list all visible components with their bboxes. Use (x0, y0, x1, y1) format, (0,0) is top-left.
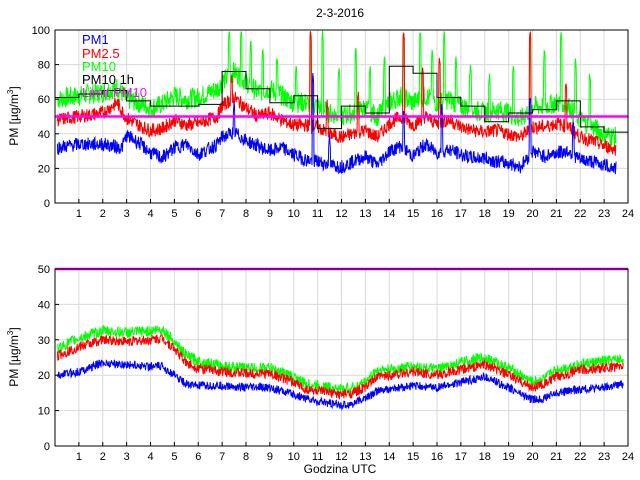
x-tick-label: 17 (455, 451, 467, 463)
top-series (55, 30, 628, 175)
series-pm25 (56, 30, 617, 156)
y-tick-label: 40 (38, 299, 50, 311)
bottom-xlabel: Godzina UTC (304, 462, 377, 476)
x-tick-label: 5 (171, 451, 177, 463)
y-tick-label: 40 (38, 129, 50, 141)
bottom-ylabel-text: PM [µg/m (7, 335, 21, 387)
x-tick-label: 3 (124, 451, 130, 463)
chart-title: 2-3-2016 (316, 6, 364, 20)
y-tick-label: 80 (38, 60, 50, 72)
x-tick-label: 21 (550, 451, 562, 463)
x-tick-label: 12 (335, 208, 347, 220)
legend: PM1 PM2.5 PM10 PM10 1h Limit PM10 (82, 32, 147, 100)
x-tick-label: 4 (147, 451, 153, 463)
legend-pm10-1h: PM10 1h (82, 72, 134, 87)
x-tick-label: 13 (359, 208, 371, 220)
x-tick-label: 11 (312, 208, 323, 220)
x-tick-label: 6 (195, 208, 201, 220)
x-tick-label: 2 (100, 451, 106, 463)
top-ylabel: PM [µg/m3] (6, 86, 21, 145)
bottom-panel: 1 2 3 4 5 6 7 8 9 10 11 12 13 14 15 16 17 18 19 20 21 22 23 240… (6, 264, 634, 476)
top-ylabel-end: ] (7, 86, 21, 89)
x-tick-label: 22 (574, 208, 586, 220)
x-tick-label: 16 (431, 451, 443, 463)
x-tick-label: 6 (195, 451, 201, 463)
series-pm1 (56, 359, 624, 411)
x-tick-label: 10 (288, 208, 300, 220)
x-tick-label: 14 (383, 451, 395, 463)
y-tick-label: 10 (38, 406, 50, 418)
x-tick-label: 7 (219, 208, 225, 220)
x-tick-label: 9 (267, 451, 273, 463)
x-tick-label: 9 (267, 208, 273, 220)
x-tick-label: 23 (598, 208, 610, 220)
y-tick-label: 20 (38, 370, 50, 382)
x-tick-label: 18 (479, 208, 491, 220)
y-tick-label: 50 (38, 264, 50, 276)
x-tick-label: 8 (243, 451, 249, 463)
x-tick-label: 24 (622, 208, 634, 220)
series-pm25 (56, 334, 624, 400)
x-tick-label: 19 (503, 451, 515, 463)
x-tick-label: 15 (407, 208, 419, 220)
x-tick-label: 20 (526, 451, 538, 463)
x-tick-label: 2 (100, 208, 106, 220)
x-tick-label: 21 (550, 208, 562, 220)
top-panel: 1 2 3 4 5 6 7 8 9 10 11 12 13 14 15 16 17 18 19 20 21 22 23 240… (6, 25, 634, 220)
x-tick-label: 22 (574, 451, 586, 463)
x-tick-label: 18 (479, 451, 491, 463)
x-tick-label: 12 (335, 451, 347, 463)
x-tick-label: 5 (171, 208, 177, 220)
x-tick-label: 20 (526, 208, 538, 220)
bottom-ylabel: PM [µg/m3] (6, 327, 21, 386)
y-tick-label: 20 (38, 163, 50, 175)
bottom-grid (55, 268, 629, 447)
x-tick-label: 11 (312, 451, 323, 463)
legend-pm10: PM10 (82, 59, 116, 74)
x-tick-label: 19 (503, 208, 515, 220)
bottom-ticks: 1 2 3 4 5 6 7 8 9 10 11 12 13 14 15 16 17 18 19 20 21 22 23 240… (38, 264, 634, 463)
bottom-ylabel-sup: 3 (6, 330, 15, 335)
legend-pm25: PM2.5 (82, 46, 120, 61)
legend-pm1: PM1 (82, 32, 109, 47)
x-tick-label: 16 (431, 208, 443, 220)
x-tick-label: 23 (598, 451, 610, 463)
y-tick-label: 100 (32, 25, 50, 37)
x-tick-label: 17 (455, 208, 467, 220)
top-ylabel-text: PM [µg/m (7, 94, 21, 146)
series-pm1 (56, 72, 617, 175)
x-tick-label: 7 (219, 451, 225, 463)
top-ticks: 1 2 3 4 5 6 7 8 9 10 11 12 13 14 15 16 17 18 19 20 21 22 23 240… (32, 25, 634, 220)
x-tick-label: 15 (407, 451, 419, 463)
bottom-ylabel-end: ] (7, 327, 21, 330)
x-tick-label: 24 (622, 451, 634, 463)
x-tick-label: 1 (76, 451, 82, 463)
series-pm10-1h (55, 65, 628, 133)
y-tick-label: 60 (38, 94, 50, 106)
x-tick-label: 3 (124, 208, 130, 220)
x-tick-label: 10 (288, 451, 300, 463)
x-tick-label: 14 (383, 208, 395, 220)
x-tick-label: 4 (147, 208, 153, 220)
x-tick-label: 13 (359, 451, 371, 463)
x-tick-label: 8 (243, 208, 249, 220)
y-tick-label: 30 (38, 335, 50, 347)
y-tick-label: 0 (44, 198, 50, 210)
legend-limit-pm10: Limit PM10 (82, 85, 147, 100)
x-tick-label: 1 (76, 208, 82, 220)
y-tick-label: 0 (44, 441, 50, 453)
top-ylabel-sup: 3 (6, 89, 15, 94)
